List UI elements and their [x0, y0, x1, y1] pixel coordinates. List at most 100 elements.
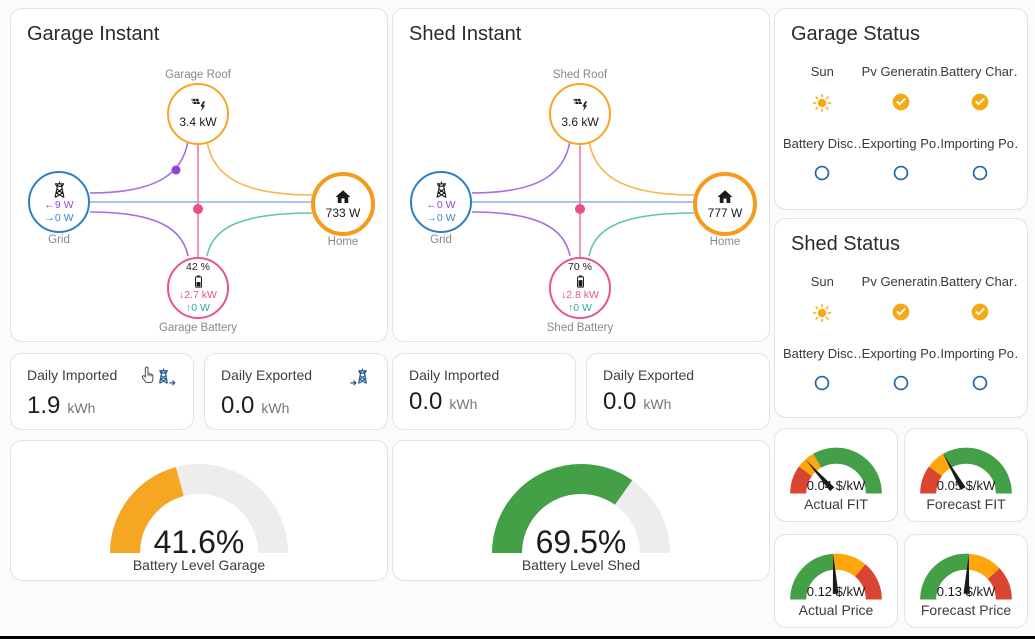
- battery-level-shed-gauge-card[interactable]: 69.5% Battery Level Shed: [392, 440, 770, 581]
- gauge-needle: [963, 554, 970, 594]
- status-item-battery-discharging[interactable]: Battery Disc…: [783, 136, 862, 182]
- grid-node[interactable]: ←0 W →0 W: [410, 171, 472, 233]
- daily-exported-garage-card[interactable]: Daily Exported 0.0 kWh: [204, 353, 388, 430]
- grid-export-value: →0 W: [44, 211, 74, 224]
- transmission-tower-import-icon: [350, 368, 367, 386]
- battery-charge-value: ↑0 W: [186, 301, 210, 314]
- solar-value: 3.4 kW: [179, 115, 217, 130]
- status-item-importing-power[interactable]: Importing Po…: [940, 346, 1019, 392]
- home-node[interactable]: 733 W: [311, 172, 375, 236]
- daily-exported-shed-card[interactable]: Daily Exported 0.0 kWh: [586, 353, 770, 430]
- gauge-label: Battery Level Shed: [521, 557, 641, 573]
- transmission-tower-export-icon: [159, 368, 176, 386]
- check-circle-icon: [971, 303, 988, 321]
- shed-instant-card: Shed Instant Shed Roof 3.6 kW: [392, 8, 770, 342]
- actual-fit-gauge-card[interactable]: 0.04 $/kW Actual FIT: [774, 428, 898, 522]
- gauge-arc: 69.5%: [492, 464, 670, 556]
- gauge-arc: [790, 447, 882, 494]
- battery-percent: 70 %: [568, 260, 592, 273]
- solar-power-icon: [572, 99, 587, 112]
- battery-discharge-value: ↓2.7 kW: [179, 289, 217, 302]
- status-item-pv-generating[interactable]: Pv Generatin…: [862, 274, 940, 324]
- home-node-label: Home: [709, 236, 741, 248]
- transmission-tower-icon: [54, 181, 64, 198]
- sensor-value: 0.0: [409, 388, 443, 415]
- home-node-label: Home: [327, 236, 359, 248]
- status-item-importing-power[interactable]: Importing Po…: [940, 136, 1019, 182]
- forecast-price-gauge-card[interactable]: 0.13 $/kW Forecast Price: [904, 534, 1028, 628]
- garage-instant-card: Garage Instant Garage Roof 3.4 kW: [10, 8, 388, 342]
- power-flow-lines: [471, 140, 695, 257]
- gauge-needle: [805, 459, 835, 492]
- status-grid: Sun Pv Generatin… Battery Char…: [775, 64, 1027, 182]
- grid-node[interactable]: ←9 W →0 W: [28, 171, 90, 233]
- gauge-needle: [832, 554, 839, 594]
- sensor-value: 0.0: [221, 392, 255, 419]
- battery-icon: [194, 275, 202, 288]
- sensor-value: 0.0: [603, 388, 637, 415]
- forecast-fit-gauge-card[interactable]: 0.05 $/kW Forecast FIT: [904, 428, 1028, 522]
- sensor-unit: kWh: [643, 396, 672, 412]
- gauge-value: 0.04 $/kW: [806, 478, 866, 493]
- home-icon: [717, 190, 733, 203]
- status-item-exporting-power[interactable]: Exporting Po…: [862, 346, 940, 392]
- battery-level-garage-gauge-card[interactable]: 41.6% Battery Level Garage: [10, 440, 388, 581]
- home-node[interactable]: 777 W: [693, 172, 757, 236]
- battery-icon: [576, 275, 584, 288]
- sensor-value: 1.9: [27, 392, 61, 419]
- circle-outline-icon: [815, 165, 830, 181]
- status-item-exporting-power[interactable]: Exporting Po…: [862, 136, 940, 182]
- home-value: 733 W: [325, 205, 361, 220]
- status-item-battery-charging[interactable]: Battery Char…: [940, 64, 1019, 114]
- check-circle-icon: [892, 303, 910, 321]
- gauge-value: 0.05 $/kW: [936, 478, 996, 493]
- circle-outline-icon: [972, 165, 987, 181]
- shed-status-card: Shed Status Sun Pv Generatin… Ba: [774, 218, 1028, 418]
- card-title: Garage Status: [791, 23, 920, 45]
- sensor-title: Daily Exported: [603, 367, 695, 383]
- power-flow-lines: [89, 140, 313, 257]
- sensor-unit: kWh: [261, 400, 290, 416]
- actual-price-gauge-card[interactable]: 0.12 $/kW Actual Price: [774, 534, 898, 628]
- circle-outline-icon: [972, 375, 987, 391]
- grid-export-value: →0 W: [426, 211, 456, 224]
- solar-value: 3.6 kW: [561, 115, 599, 130]
- daily-imported-garage-card[interactable]: Daily Imported 1.9 kWh: [10, 353, 194, 430]
- circle-outline-icon: [893, 165, 909, 181]
- gauge-label: Actual Price: [798, 602, 874, 618]
- battery-node[interactable]: 70 % ↓2.8 kW ↑0 W: [549, 257, 611, 319]
- status-grid: Sun Pv Generatin… Battery Char…: [775, 274, 1027, 392]
- sun-icon: [813, 303, 832, 323]
- sensor-unit: kWh: [67, 400, 96, 416]
- status-item-battery-discharging[interactable]: Battery Disc…: [783, 346, 862, 392]
- gauge-arc: [790, 553, 882, 600]
- status-item-sun[interactable]: Sun: [783, 274, 862, 324]
- daily-imported-shed-card[interactable]: Daily Imported 0.0 kWh: [392, 353, 576, 430]
- circle-outline-icon: [815, 375, 830, 391]
- status-item-sun[interactable]: Sun: [783, 64, 862, 114]
- card-title: Garage Instant: [27, 23, 160, 45]
- gauge-value: 0.12 $/kW: [806, 584, 866, 599]
- gauge-value: 0.13 $/kW: [936, 584, 996, 599]
- check-circle-icon: [892, 93, 910, 111]
- gauge-label: Actual FIT: [804, 496, 868, 512]
- solar-node-label: Shed Roof: [552, 69, 608, 81]
- battery-node[interactable]: 42 % ↓2.7 kW ↑0 W: [167, 257, 229, 319]
- sensor-unit: kWh: [449, 396, 478, 412]
- garage-status-card: Garage Status Sun Pv Generatin…: [774, 8, 1028, 210]
- battery-charge-value: ↑0 W: [568, 301, 592, 314]
- screen-bottom-bar: [0, 636, 1035, 639]
- solar-node[interactable]: 3.4 kW: [167, 83, 229, 145]
- card-title: Shed Status: [791, 233, 900, 255]
- sun-icon: [813, 93, 832, 113]
- gauge-label: Battery Level Garage: [132, 557, 266, 573]
- battery-percent: 42 %: [186, 260, 210, 273]
- battery-node-label: Shed Battery: [546, 322, 614, 334]
- status-item-battery-charging[interactable]: Battery Char…: [940, 274, 1019, 324]
- gauge-needle: [943, 454, 966, 490]
- status-item-pv-generating[interactable]: Pv Generatin…: [862, 64, 940, 114]
- solar-node[interactable]: 3.6 kW: [549, 83, 611, 145]
- home-icon: [335, 190, 351, 203]
- grid-import-value: ←9 W: [44, 198, 74, 211]
